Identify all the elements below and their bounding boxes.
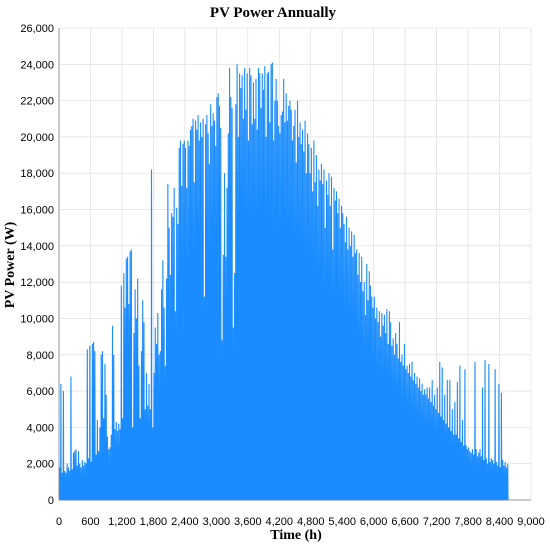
x-tick-label: 9,000 xyxy=(517,516,545,528)
x-tick-labels: 0 600 1,200 1,800 2,400 3,000 3,600 4,200 4,800 5… xyxy=(56,516,545,528)
x-tick-label: 3,000 xyxy=(203,516,231,528)
y-tick-label: 8,000 xyxy=(26,350,54,362)
x-tick-label: 600 xyxy=(81,516,99,528)
series-line xyxy=(58,62,509,501)
x-tick-label: 0 xyxy=(56,516,62,528)
y-tick-label: 12,000 xyxy=(20,277,54,289)
x-tick-label: 3,600 xyxy=(234,516,262,528)
x-tick-label: 5,400 xyxy=(328,516,356,528)
y-tick-label: 4,000 xyxy=(26,422,54,434)
chart-title: PV Power Annually xyxy=(210,5,337,21)
axes xyxy=(58,28,531,501)
x-tick-label: 6,600 xyxy=(391,516,419,528)
y-tick-label: 18,000 xyxy=(20,168,54,180)
x-tick-label: 2,400 xyxy=(171,516,199,528)
plot-area xyxy=(58,62,509,501)
y-axis-label: PV Power (W) xyxy=(3,221,18,308)
x-tick-label: 4,800 xyxy=(297,516,325,528)
x-tick-label: 7,800 xyxy=(454,516,482,528)
y-tick-label: 6,000 xyxy=(26,386,54,398)
x-tick-label: 1,800 xyxy=(140,516,168,528)
y-tick-label: 16,000 xyxy=(20,205,54,217)
y-tick-label: 26,000 xyxy=(20,23,54,35)
y-tick-label: 20,000 xyxy=(20,132,54,144)
y-tick-label: 0 xyxy=(48,495,54,507)
x-axis-label: Time (h) xyxy=(270,528,322,543)
x-tick-label: 8,400 xyxy=(486,516,514,528)
y-tick-label: 2,000 xyxy=(26,459,54,471)
y-tick-label: 22,000 xyxy=(20,96,54,108)
x-tick-label: 7,200 xyxy=(423,516,451,528)
x-tick-label: 1,200 xyxy=(108,516,136,528)
y-tick-labels: 0 2,000 4,000 6,000 8,000 10,000 12,000 14,000 1… xyxy=(20,23,54,507)
y-tick-label: 10,000 xyxy=(20,313,54,325)
y-tick-label: 24,000 xyxy=(20,59,54,71)
x-tick-label: 6,000 xyxy=(360,516,388,528)
x-tick-label: 4,200 xyxy=(266,516,294,528)
y-tick-label: 14,000 xyxy=(20,241,54,253)
